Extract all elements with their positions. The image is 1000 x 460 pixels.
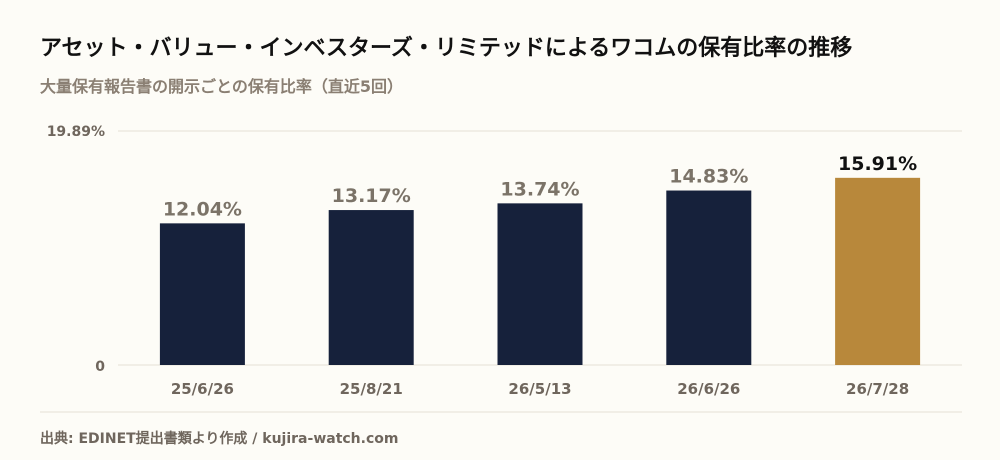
x-tick-label-3: 26/5/13 <box>508 380 571 398</box>
bar-2 <box>328 210 414 365</box>
x-tick-label-4: 26/6/26 <box>677 380 740 398</box>
chart-title: アセット・バリュー・インベスターズ・リミテッドによるワコムの保有比率の推移 <box>40 36 853 61</box>
label-layer: 12.04% 25/6/26 13.17% 25/8/21 13.74% 26/5/13 1… <box>163 153 917 398</box>
x-tick-label-2: 25/8/21 <box>340 380 403 398</box>
chart-subtitle: 大量保有報告書の開示ごとの保有比率（直近5回） <box>40 77 403 96</box>
bar-layer <box>159 177 921 365</box>
data-label-3: 13.74% <box>500 178 579 200</box>
data-label-4: 14.83% <box>669 166 748 188</box>
y-tick-label-zero: 0 <box>95 359 105 375</box>
source-note: 出典: EDINET提出書類より作成 / kujira-watch.com <box>40 431 399 447</box>
data-label-1: 12.04% <box>163 198 242 220</box>
bar-1 <box>159 223 245 365</box>
bar-3 <box>497 203 583 365</box>
x-tick-label-5: 26/7/28 <box>846 380 909 398</box>
bar-5 <box>835 177 921 365</box>
bar-4 <box>666 190 752 365</box>
data-label-2: 13.17% <box>332 185 411 207</box>
y-tick-label-max: 19.89% <box>47 124 105 140</box>
x-tick-label-1: 25/6/26 <box>171 380 234 398</box>
data-label-5: 15.91% <box>838 153 917 175</box>
